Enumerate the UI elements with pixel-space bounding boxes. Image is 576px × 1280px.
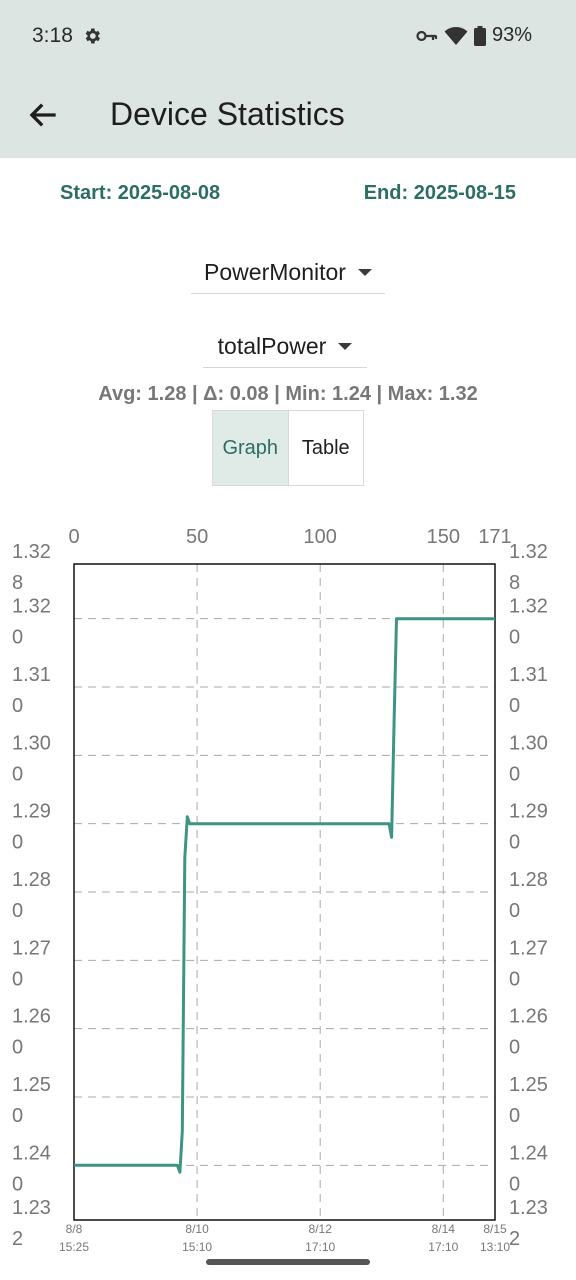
right-y-tick-label-cont: 0 xyxy=(509,763,520,785)
back-arrow-icon[interactable] xyxy=(24,96,62,134)
right-y-tick-label: 1.24 xyxy=(509,1142,548,1164)
bottom-x-tick-date: 8/8 xyxy=(66,1222,83,1236)
battery-icon xyxy=(473,25,486,46)
table-tab[interactable]: Table xyxy=(287,411,363,485)
right-y-tick-label: 1.25 xyxy=(509,1074,548,1096)
top-x-tick-label: 0 xyxy=(68,526,79,548)
top-x-tick-label: 150 xyxy=(427,526,460,548)
bottom-x-tick-time: 15:25 xyxy=(59,1240,89,1254)
bottom-x-tick-date: 8/10 xyxy=(185,1222,209,1236)
right-y-tick-label: 1.29 xyxy=(509,801,548,823)
right-y-tick-label: 1.32 xyxy=(509,596,548,618)
status-icons: 93% xyxy=(416,24,532,47)
right-y-tick-label-cont: 0 xyxy=(509,1105,520,1127)
dropdown-caret-icon xyxy=(357,269,372,276)
left-y-tick-label-cont: 0 xyxy=(12,763,23,785)
page-title: Device Statistics xyxy=(110,96,345,132)
left-y-tick-label-cont: 0 xyxy=(12,1037,23,1059)
right-y-tick-label: 1.31 xyxy=(509,664,548,686)
graph-tab[interactable]: Graph xyxy=(213,411,288,485)
top-x-tick-label: 100 xyxy=(304,526,337,548)
right-y-tick-label-cont: 0 xyxy=(509,968,520,990)
bottom-x-tick-time: 13:10 xyxy=(480,1240,510,1254)
top-x-tick-label: 50 xyxy=(186,526,208,548)
right-y-tick-label-cont: 8 xyxy=(509,572,520,594)
right-y-tick-label: 1.26 xyxy=(509,1006,548,1028)
line-chart: 0 50 100 150 171 8/8 15:25 8/10 15:10 8/12 17:10 8/… xyxy=(12,526,548,1254)
left-y-tick-label-cont: 0 xyxy=(12,900,23,922)
left-y-tick-label-cont: 0 xyxy=(12,627,23,649)
left-y-tick-label: 1.29 xyxy=(12,801,51,823)
metric-dropdown-value: totalPower xyxy=(217,333,327,359)
left-y-tick-label: 1.24 xyxy=(12,1142,51,1164)
end-date-button[interactable]: End: 2025-08-15 xyxy=(363,182,516,204)
device-dropdown[interactable]: PowerMonitor xyxy=(191,252,385,294)
right-y-tick-label-cont: 0 xyxy=(509,1037,520,1059)
left-y-tick-label: 1.30 xyxy=(12,732,51,754)
left-y-tick-label: 1.26 xyxy=(12,1006,51,1028)
right-y-tick-label: 1.32 xyxy=(509,541,548,563)
right-y-tick-label: 1.28 xyxy=(509,869,548,891)
left-y-tick-label-cont: 8 xyxy=(12,572,23,594)
left-y-tick-label-cont: 0 xyxy=(12,695,23,717)
status-time: 3:18 xyxy=(32,24,73,47)
left-y-tick-label: 1.31 xyxy=(12,664,51,686)
battery-percent: 93% xyxy=(491,24,532,46)
right-y-tick-label: 1.30 xyxy=(509,732,548,754)
left-y-tick-label-cont: 0 xyxy=(12,1173,23,1195)
left-y-tick-label: 1.23 xyxy=(12,1197,51,1219)
right-y-tick-label-cont: 0 xyxy=(509,900,520,922)
right-y-tick-label-cont: 0 xyxy=(509,832,520,854)
vpn-key-icon xyxy=(416,30,438,41)
right-y-tick-label-cont: 0 xyxy=(509,1173,520,1195)
bottom-x-tick-date: 8/12 xyxy=(309,1222,333,1236)
plot-frame xyxy=(73,563,496,1221)
bottom-x-tick-time: 15:10 xyxy=(182,1240,212,1254)
device-dropdown-value: PowerMonitor xyxy=(204,259,346,285)
left-y-tick-label-cont: 2 xyxy=(12,1228,23,1250)
left-y-tick-label: 1.32 xyxy=(12,596,51,618)
right-y-tick-label: 1.23 xyxy=(509,1197,548,1219)
left-y-tick-label: 1.28 xyxy=(12,869,51,891)
right-y-tick-label-cont: 0 xyxy=(509,695,520,717)
bottom-x-tick-time: 17:10 xyxy=(428,1240,458,1254)
wifi-icon xyxy=(444,26,468,45)
series-line xyxy=(74,617,495,1174)
bottom-x-tick-date: 8/14 xyxy=(432,1222,456,1236)
left-y-tick-label: 1.27 xyxy=(12,937,51,959)
right-y-tick-label: 1.27 xyxy=(509,937,548,959)
right-y-tick-label-cont: 2 xyxy=(509,1228,520,1250)
view-toggle: Graph Table xyxy=(212,410,364,486)
bottom-x-tick-date: 8/15 xyxy=(483,1222,507,1236)
gesture-nav-handle[interactable] xyxy=(206,1259,370,1265)
start-date-button[interactable]: Start: 2025-08-08 xyxy=(60,182,221,204)
left-y-tick-label-cont: 0 xyxy=(12,968,23,990)
left-y-tick-label: 1.32 xyxy=(12,541,51,563)
settings-gear-icon xyxy=(85,28,100,44)
stats-summary: Avg: 1.28 | Δ: 0.08 | Min: 1.24 | Max: 1… xyxy=(98,383,478,405)
left-y-tick-label-cont: 0 xyxy=(12,1105,23,1127)
left-y-tick-label: 1.25 xyxy=(12,1074,51,1096)
app-bar: 3:18 93% Device Statistics xyxy=(0,0,576,158)
right-y-tick-label-cont: 0 xyxy=(509,627,520,649)
top-x-tick-label: 171 xyxy=(478,526,511,548)
dropdown-caret-icon xyxy=(338,343,353,350)
left-y-tick-label-cont: 0 xyxy=(12,832,23,854)
bottom-x-tick-time: 17:10 xyxy=(305,1240,335,1254)
metric-dropdown[interactable]: totalPower xyxy=(203,326,367,368)
